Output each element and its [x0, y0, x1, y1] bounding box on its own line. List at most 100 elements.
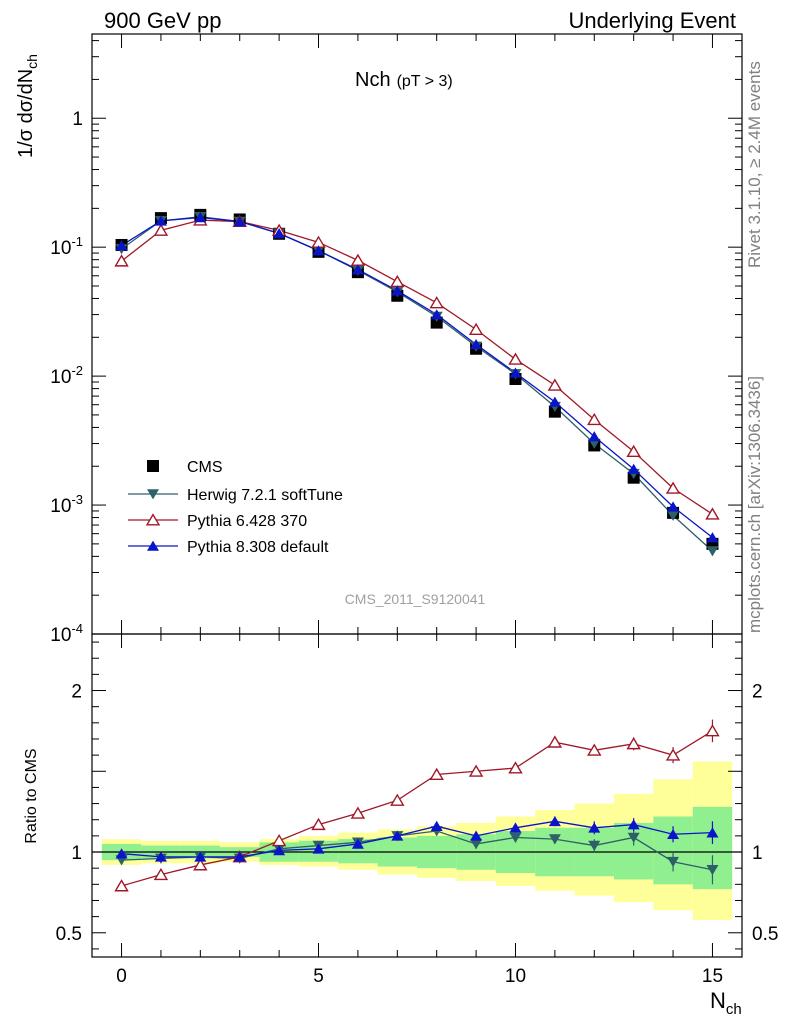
main-point-herwig-7-2-1-softtune [706, 546, 719, 557]
y-tick-label: 10-3 [50, 492, 83, 517]
ratio-point-pythia-6-428-370 [350, 806, 366, 819]
ratio-point-pythia-6-428-370 [193, 858, 208, 871]
main-point-pythia-8-308-default [233, 216, 246, 227]
main-line-pythia-6-428-370 [121, 219, 713, 515]
ratio-point-pythia-6-428-370 [468, 764, 484, 777]
ratio-point-pythia-6-428-370 [390, 793, 405, 806]
ratio-point-pythia-8-308-default [509, 822, 522, 833]
main-point-herwig-7-2-1-softtune [667, 510, 680, 521]
ratio-y-tick-label-right: 1 [752, 843, 763, 864]
ratio-point-pythia-6-428-370 [114, 879, 129, 892]
x-tick-label: 10 [505, 966, 526, 987]
plot-title: Nch (pT > 3) [355, 69, 453, 91]
ratio-y-tick-label: 0.5 [56, 924, 82, 945]
ratio-point-pythia-8-308-default [312, 843, 325, 854]
ratio-point-pythia-6-428-370 [705, 724, 720, 737]
ratio-point-pythia-6-428-370 [311, 817, 326, 831]
ratio-y-tick-label-right: 2 [752, 682, 763, 703]
ratio-point-pythia-6-428-370 [587, 743, 602, 756]
ratio-point-herwig-7-2-1-softtune [667, 856, 680, 868]
ratio-line-pythia-8-308-default [121, 820, 713, 858]
y-axis-label: 1/σ dσ/dNch [15, 54, 40, 158]
main-point-pythia-8-308-default [312, 245, 325, 256]
header-left: 900 GeV pp [104, 8, 222, 33]
y-tick-label: 10-1 [50, 234, 83, 259]
legend-label-pythia-8-308-default: Pythia 8.308 default [187, 539, 329, 556]
main-point-pythia-8-308-default [706, 532, 719, 543]
ratio-point-pythia-8-308-default [273, 845, 286, 856]
main-point-pythia-8-308-default [430, 309, 443, 320]
main-point-pythia-8-308-default [351, 264, 364, 275]
y-tick-label: 10-2 [50, 363, 83, 388]
ratio-point-pythia-6-428-370 [153, 867, 169, 881]
y-tick-label: 1 [72, 109, 83, 130]
x-tick-label: 0 [116, 966, 127, 987]
main-point-pythia-6-428-370 [587, 412, 602, 426]
analysis-watermark: CMS_2011_S9120041 [345, 591, 486, 607]
ratio-point-pythia-8-308-default [470, 830, 483, 841]
ratio-point-pythia-8-308-default [706, 827, 719, 838]
main-point-pythia-8-308-default [115, 240, 128, 251]
ratio-line-pythia-6-428-370 [121, 730, 713, 887]
main-point-pythia-8-308-default [667, 501, 680, 512]
legend-label-herwig-7-2-1-softtune: Herwig 7.2.1 softTune [187, 487, 343, 504]
ratio-point-herwig-7-2-1-softtune [588, 840, 601, 851]
main-point-pythia-8-308-default [548, 396, 561, 407]
ratio-point-pythia-8-308-default [667, 828, 680, 840]
main-point-pythia-8-308-default [588, 431, 601, 442]
x-axis-label: Nch [710, 988, 742, 1018]
x-tick-label: 15 [702, 966, 723, 987]
ratio-point-pythia-8-308-default [627, 819, 640, 830]
ratio-y-tick-label: 1 [71, 843, 82, 864]
legend-label-pythia-6-428-370: Pythia 6.428 370 [187, 513, 307, 530]
legend-marker-pythia-8-308-default [147, 540, 159, 551]
ratio-point-herwig-7-2-1-softtune [548, 834, 561, 845]
main-point-cms [430, 316, 443, 329]
ratio-point-pythia-8-308-default [115, 848, 128, 859]
main-point-pythia-6-428-370 [153, 223, 169, 236]
ratio-y-tick-label: 2 [71, 682, 82, 703]
header-right: Underlying Event [568, 8, 736, 33]
main-point-pythia-6-428-370 [705, 507, 720, 520]
main-line-pythia-8-308-default [121, 216, 713, 539]
ratio-point-herwig-7-2-1-softtune [509, 832, 522, 843]
legend-marker-cms [147, 460, 159, 472]
legend-marker-pythia-6-428-370 [145, 513, 161, 526]
ratio-point-pythia-6-428-370 [665, 748, 681, 761]
legend-label-cms: CMS [187, 459, 223, 476]
ratio-line-herwig-7-2-1-softtune [121, 830, 713, 871]
ratio-point-pythia-8-308-default [233, 851, 246, 862]
main-point-pythia-6-428-370 [350, 253, 366, 266]
main-point-pythia-6-428-370 [468, 322, 484, 335]
main-point-pythia-6-428-370 [626, 444, 641, 458]
main-point-pythia-8-308-default [273, 227, 286, 239]
ratio-point-pythia-8-308-default [548, 815, 561, 827]
main-point-pythia-6-428-370 [390, 274, 405, 288]
ratio-point-pythia-8-308-default [154, 851, 167, 862]
x-tick-label: 5 [313, 966, 324, 987]
main-point-pythia-6-428-370 [665, 481, 681, 494]
main-point-pythia-8-308-default [509, 367, 522, 378]
legend-marker-herwig-7-2-1-softtune [147, 489, 159, 500]
ratio-frame [91, 633, 743, 958]
ratio-point-pythia-8-308-default [588, 822, 601, 833]
main-point-pythia-8-308-default [154, 215, 167, 226]
ratio-point-pythia-8-308-default [391, 830, 404, 841]
ratio-point-herwig-7-2-1-softtune [470, 839, 483, 850]
ratio-y-axis-label: Ratio to CMS [23, 748, 40, 843]
ratio-point-pythia-6-428-370 [626, 737, 641, 750]
ratio-point-pythia-8-308-default [430, 820, 443, 831]
main-point-pythia-6-428-370 [114, 254, 129, 267]
ratio-point-pythia-6-428-370 [508, 761, 523, 774]
ratio-y-tick-label-right: 0.5 [752, 924, 778, 945]
main-point-pythia-6-428-370 [429, 296, 444, 309]
main-point-pythia-8-308-default [194, 212, 207, 223]
ratio-point-pythia-6-428-370 [429, 767, 444, 781]
y-tick-label: 10-4 [50, 621, 83, 646]
main-point-pythia-8-308-default [627, 463, 640, 474]
main-point-pythia-8-308-default [391, 285, 404, 296]
ratio-point-pythia-6-428-370 [547, 735, 563, 748]
ratio-point-herwig-7-2-1-softtune [706, 864, 719, 876]
ratio-point-pythia-8-308-default [351, 838, 364, 849]
